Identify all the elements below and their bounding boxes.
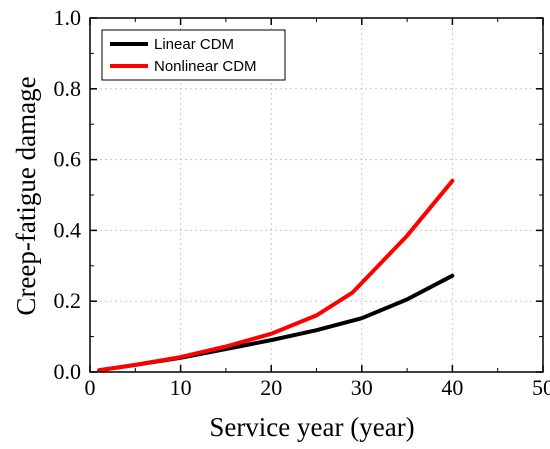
x-tick-label: 50 [532,375,550,400]
series-layer [97,178,455,373]
y-tick-label: 0.4 [54,217,82,242]
x-tick-label: 10 [170,375,192,400]
x-axis-title: Service year (year) [209,412,414,442]
legend-label-nonlinear-cdm: Nonlinear CDM [154,58,257,75]
tick-labels: 0 10 20 30 40 50 0.0 0.2 0.4 0.6 0.8 1.0 [54,5,550,400]
legend-box [101,29,286,81]
grid [90,18,543,372]
x-tick-label: 0 [85,375,96,400]
y-tick-label: 0.2 [54,288,82,313]
legend: Linear CDM Nonlinear CDM [101,29,286,81]
x-tick-label: 20 [260,375,282,400]
y-tick-label: 1.0 [54,5,82,30]
series-line-linear-cdm [97,273,455,373]
y-axis-title: Creep-fatigue damage [11,76,41,315]
y-tick-label: 0.8 [54,76,82,101]
legend-label-linear-cdm: Linear CDM [154,36,234,53]
y-tick-label: 0.6 [54,147,82,172]
x-tick-label: 30 [351,375,373,400]
series-line-nonlinear-cdm [97,178,455,373]
axis-ticks [89,17,544,373]
x-tick-label: 40 [441,375,463,400]
y-tick-label: 0.0 [54,359,82,384]
